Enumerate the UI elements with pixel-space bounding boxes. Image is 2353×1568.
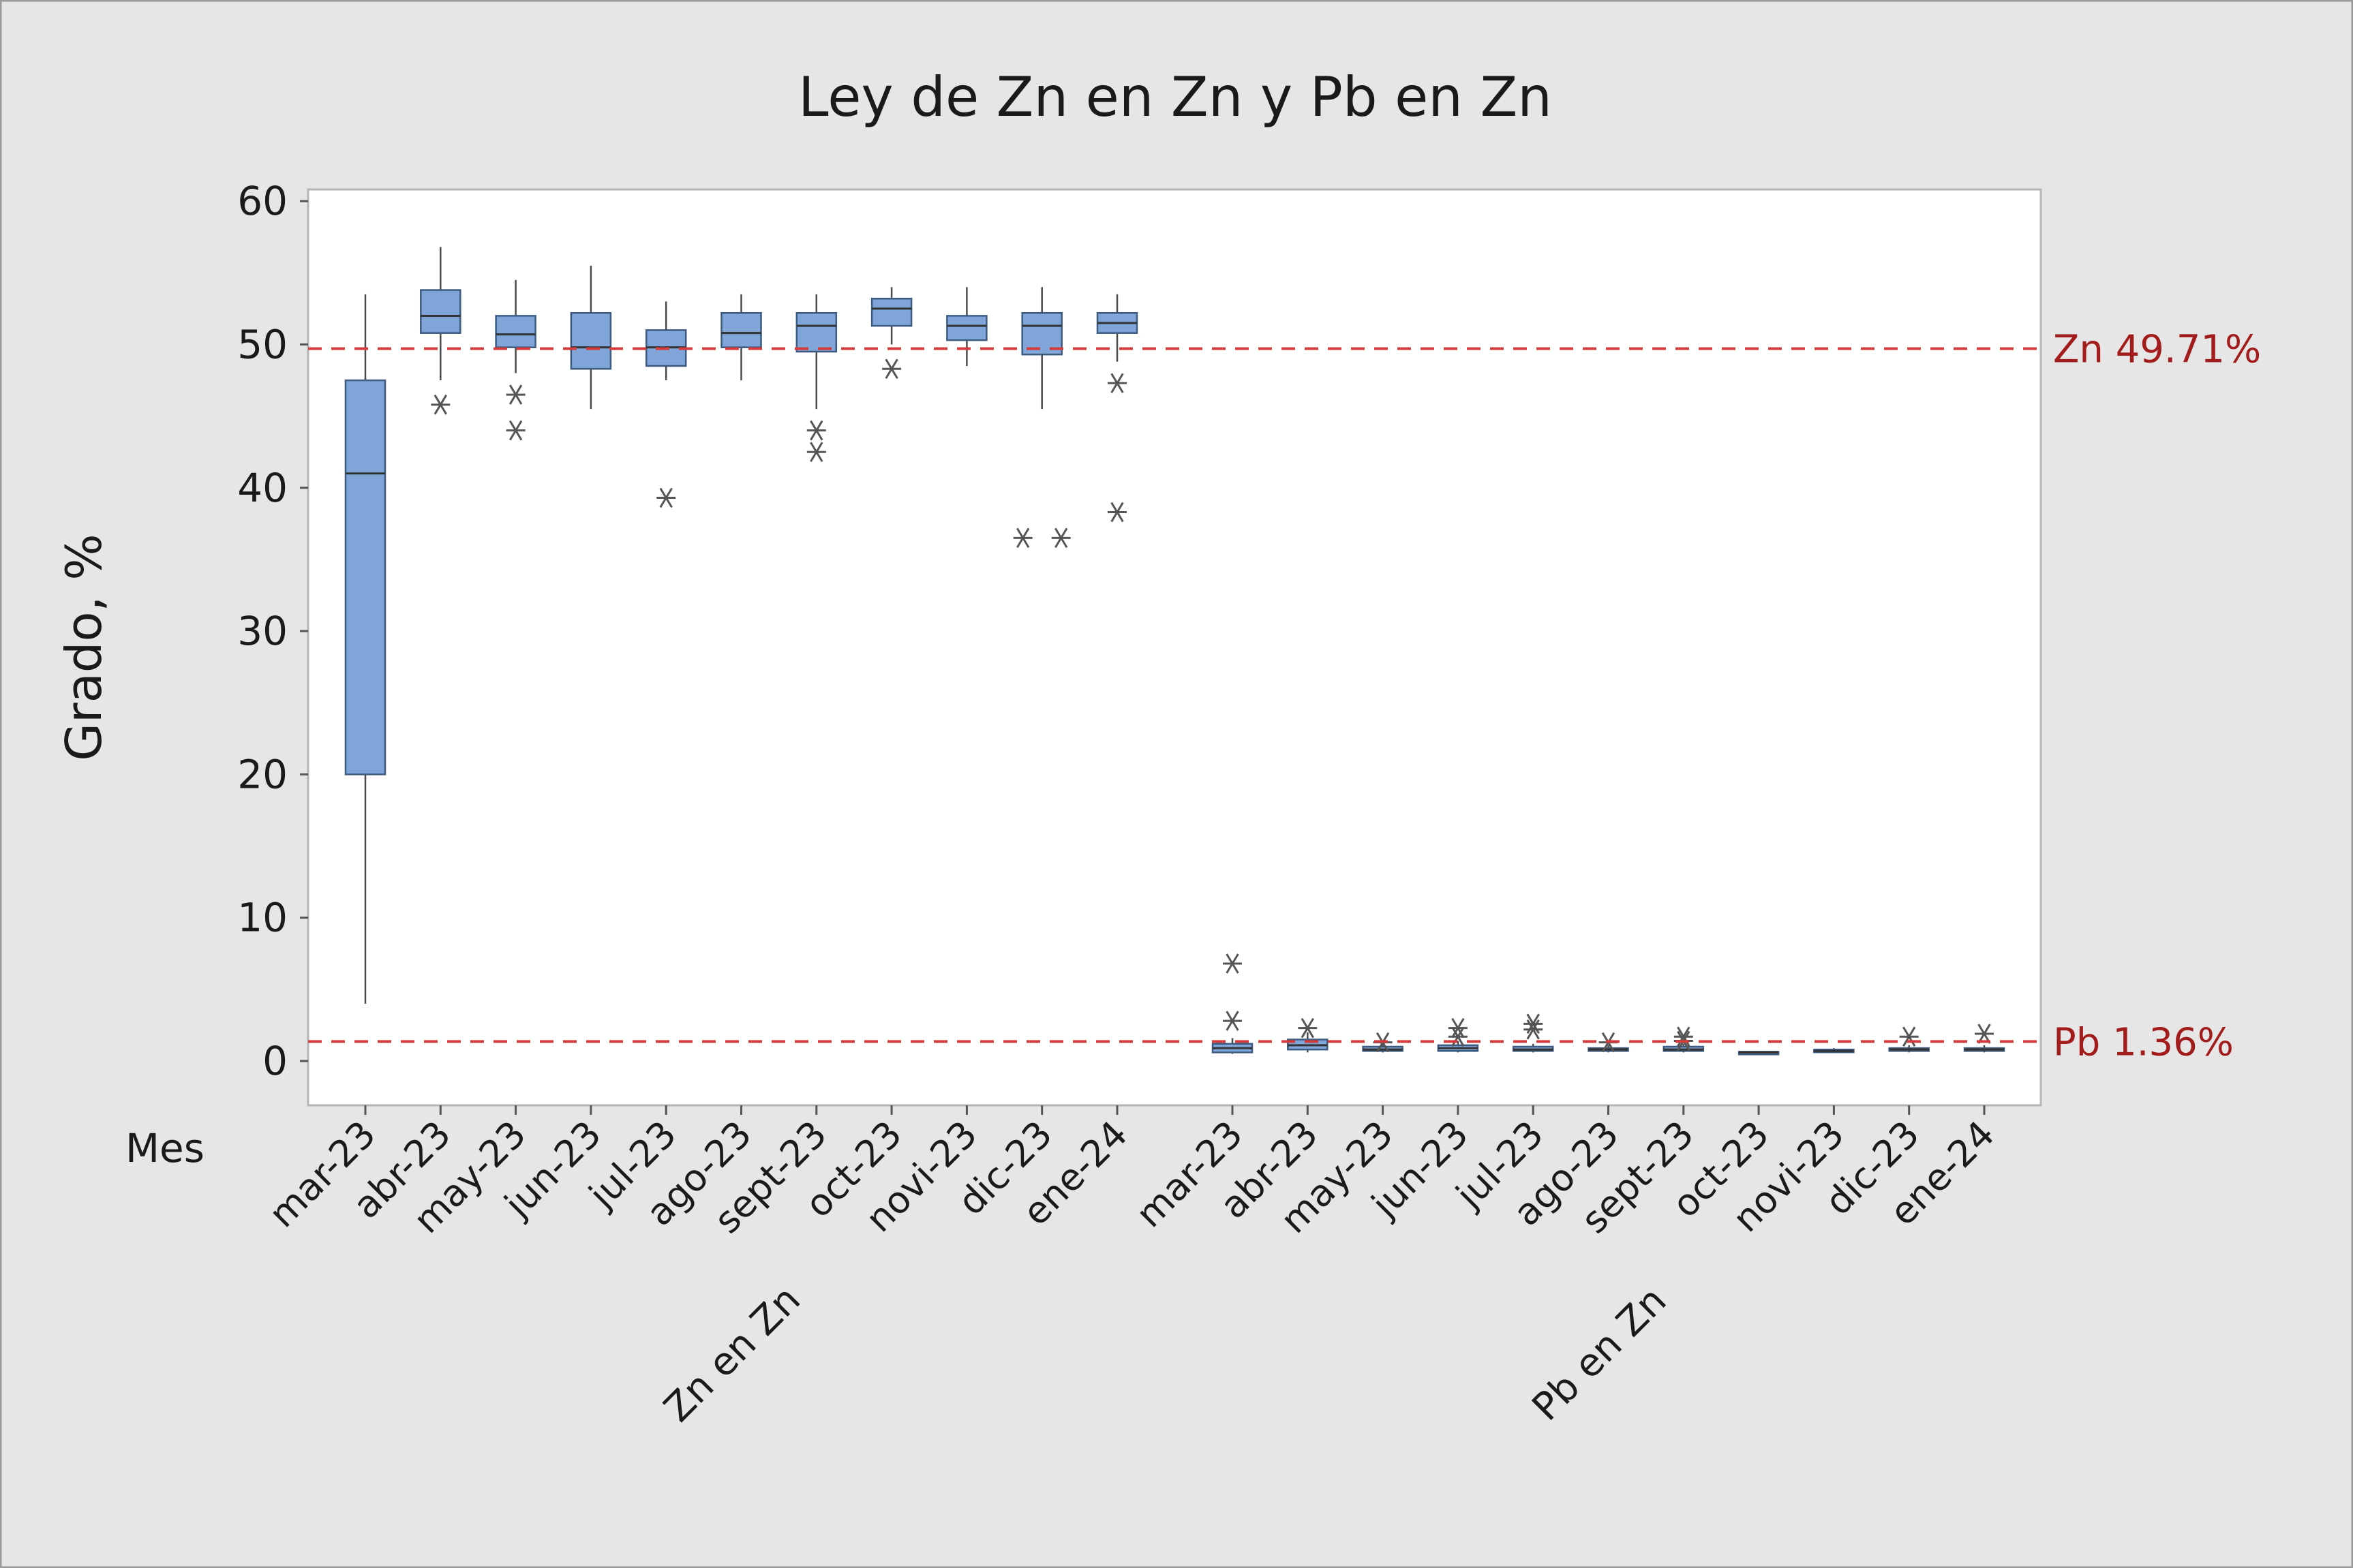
box-0-8	[946, 287, 988, 367]
outlier-stroke	[810, 442, 823, 462]
outlier-stroke	[1110, 373, 1124, 394]
y-tick-label: 0	[262, 1038, 288, 1084]
box-0-0	[344, 294, 386, 1004]
outlier-stroke	[1226, 1011, 1239, 1031]
outlier-marker	[506, 384, 526, 405]
box-0-7	[870, 287, 913, 380]
outlier-marker	[1899, 1026, 1919, 1047]
plot-area	[307, 188, 2042, 1107]
box-iqr	[344, 379, 386, 775]
box-1-0	[1211, 953, 1254, 1054]
box-1-5	[1588, 1032, 1629, 1053]
box-0-10	[1096, 294, 1138, 523]
box-1-4	[1512, 1013, 1554, 1053]
box-1-3	[1437, 1017, 1479, 1053]
outlier-marker	[1051, 527, 1071, 549]
y-tick-label: 60	[237, 178, 288, 224]
outlier-marker	[1223, 1011, 1242, 1031]
outlier-marker	[1108, 502, 1127, 523]
box-iqr	[570, 311, 612, 370]
outlier-marker	[656, 487, 676, 508]
outlier-marker	[431, 395, 451, 415]
y-tick-label: 50	[237, 322, 288, 368]
outlier-stroke	[810, 420, 823, 441]
outlier-stroke	[1451, 1017, 1465, 1039]
outlier-marker	[1223, 953, 1242, 974]
y-axis-title: Grado, %	[55, 534, 112, 760]
outlier-marker	[1673, 1026, 1693, 1047]
outlier-marker	[1298, 1017, 1318, 1039]
box-iqr	[946, 315, 988, 341]
y-tick-label: 20	[237, 751, 288, 797]
box-iqr	[420, 289, 461, 334]
box-0-6	[795, 294, 838, 462]
outlier-stroke	[1226, 953, 1239, 974]
outlier-marker	[1448, 1026, 1468, 1047]
outlier-stroke	[508, 420, 523, 441]
x-axis-label-mes: Mes	[125, 1125, 204, 1171]
reference-line-label: Pb 1.36%	[2053, 1020, 2234, 1064]
y-tick-label: 40	[237, 465, 288, 511]
outlier-stroke	[508, 384, 523, 405]
box-1-9	[1888, 1026, 1930, 1053]
outlier-stroke	[1902, 1026, 1916, 1047]
outlier-stroke	[885, 358, 898, 380]
outlier-marker	[1013, 527, 1033, 549]
outlier-stroke	[1526, 1019, 1540, 1040]
box-1-10	[1963, 1024, 2005, 1053]
outlier-marker	[1975, 1024, 1994, 1044]
outlier-marker	[506, 420, 526, 441]
outlier-stroke	[1110, 502, 1124, 523]
chart-title: Ley de Zn en Zn y Pb en Zn	[798, 65, 1552, 129]
outlier-stroke	[1054, 527, 1068, 549]
box-iqr	[495, 315, 536, 348]
outlier-stroke	[1977, 1024, 1991, 1044]
outlier-stroke	[1451, 1026, 1465, 1047]
outlier-stroke	[1016, 527, 1030, 549]
outlier-marker	[1448, 1017, 1468, 1039]
outlier-stroke	[434, 395, 447, 415]
box-1-6	[1663, 1026, 1705, 1053]
box-iqr	[795, 311, 838, 353]
outlier-marker	[1523, 1019, 1543, 1040]
box-iqr	[720, 311, 762, 348]
outlier-marker	[806, 442, 826, 462]
y-tick-label: 10	[237, 895, 288, 941]
box-0-1	[420, 247, 461, 415]
y-tick-label: 30	[237, 608, 288, 654]
box-0-3	[570, 265, 612, 410]
outlier-stroke	[659, 487, 673, 508]
outlier-stroke	[1677, 1026, 1690, 1047]
outlier-marker	[1108, 373, 1127, 394]
box-0-5	[720, 294, 762, 381]
box-1-8	[1813, 1048, 1855, 1054]
box-1-7	[1737, 1051, 1780, 1056]
reference-line-label: Zn 49.71%	[2053, 328, 2261, 372]
outlier-marker	[882, 358, 902, 380]
box-iqr	[870, 297, 913, 327]
outlier-stroke	[1301, 1017, 1314, 1039]
box-0-2	[495, 279, 536, 441]
outlier-marker	[806, 420, 826, 441]
